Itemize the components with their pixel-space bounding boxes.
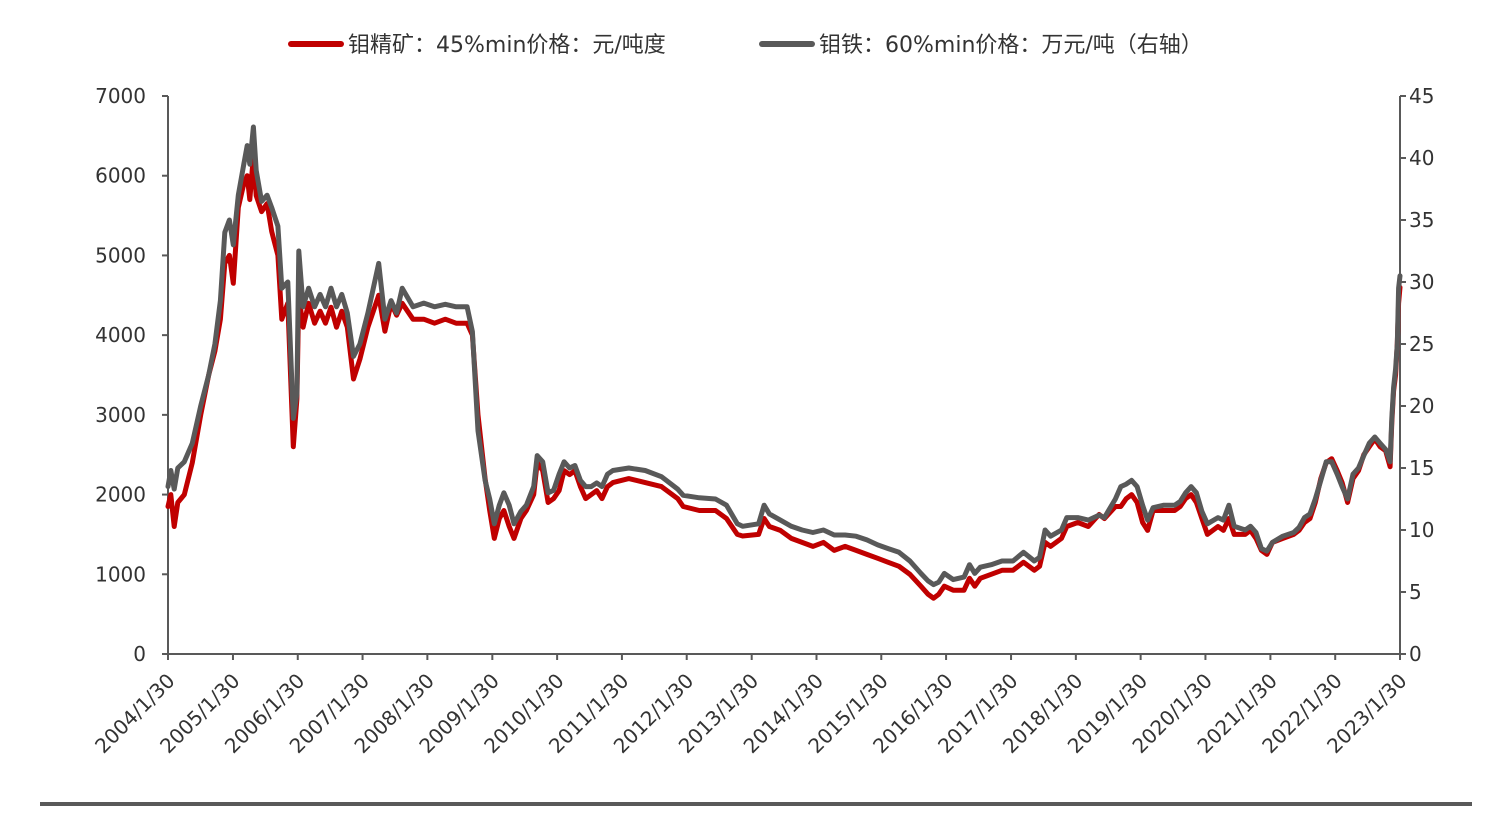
series-layer (165, 124, 1403, 601)
left-tick-label: 6000 (95, 164, 146, 188)
x-tick-labels: 2004/1/302005/1/302006/1/302007/1/302008… (90, 654, 1412, 758)
left-tick-labels: 0 1000 2000 3000 4000 5000 6000 7000 (95, 84, 168, 666)
right-tick-label: 35 (1409, 208, 1434, 232)
right-tick-label: 0 (1409, 642, 1422, 666)
right-tick-labels: 0 5 10 15 20 25 30 35 40 45 (1400, 84, 1434, 666)
left-tick-label: 1000 (95, 562, 146, 586)
right-tick-label: 25 (1409, 332, 1434, 356)
right-tick-label: 10 (1409, 518, 1434, 542)
legend-label-molybdenum-concentrate: 钼精矿：45%min价格：元/吨度 (348, 33, 666, 58)
right-tick-label: 5 (1409, 580, 1422, 604)
series-line-ferromolybdenum (165, 124, 1403, 588)
right-tick-label: 30 (1409, 270, 1434, 294)
legend-label-ferromolybdenum: 钼铁：60%min价格：万元/吨（右轴） (819, 33, 1203, 58)
left-tick-label: 2000 (95, 483, 146, 507)
axes (167, 96, 1401, 655)
legend: 钼精矿：45%min价格：元/吨度 钼铁：60%min价格：万元/吨（右轴） (288, 33, 1203, 58)
left-tick-label: 0 (133, 642, 146, 666)
right-tick-label: 15 (1409, 456, 1434, 480)
series-line-molybdenum-concentrate (165, 153, 1403, 601)
right-tick-label: 20 (1409, 394, 1434, 418)
right-tick-label: 45 (1409, 84, 1434, 108)
right-tick-label: 40 (1409, 146, 1434, 170)
left-tick-label: 3000 (95, 403, 146, 427)
left-tick-label: 4000 (95, 323, 146, 347)
left-tick-label: 7000 (95, 84, 146, 108)
left-tick-label: 5000 (95, 243, 146, 267)
